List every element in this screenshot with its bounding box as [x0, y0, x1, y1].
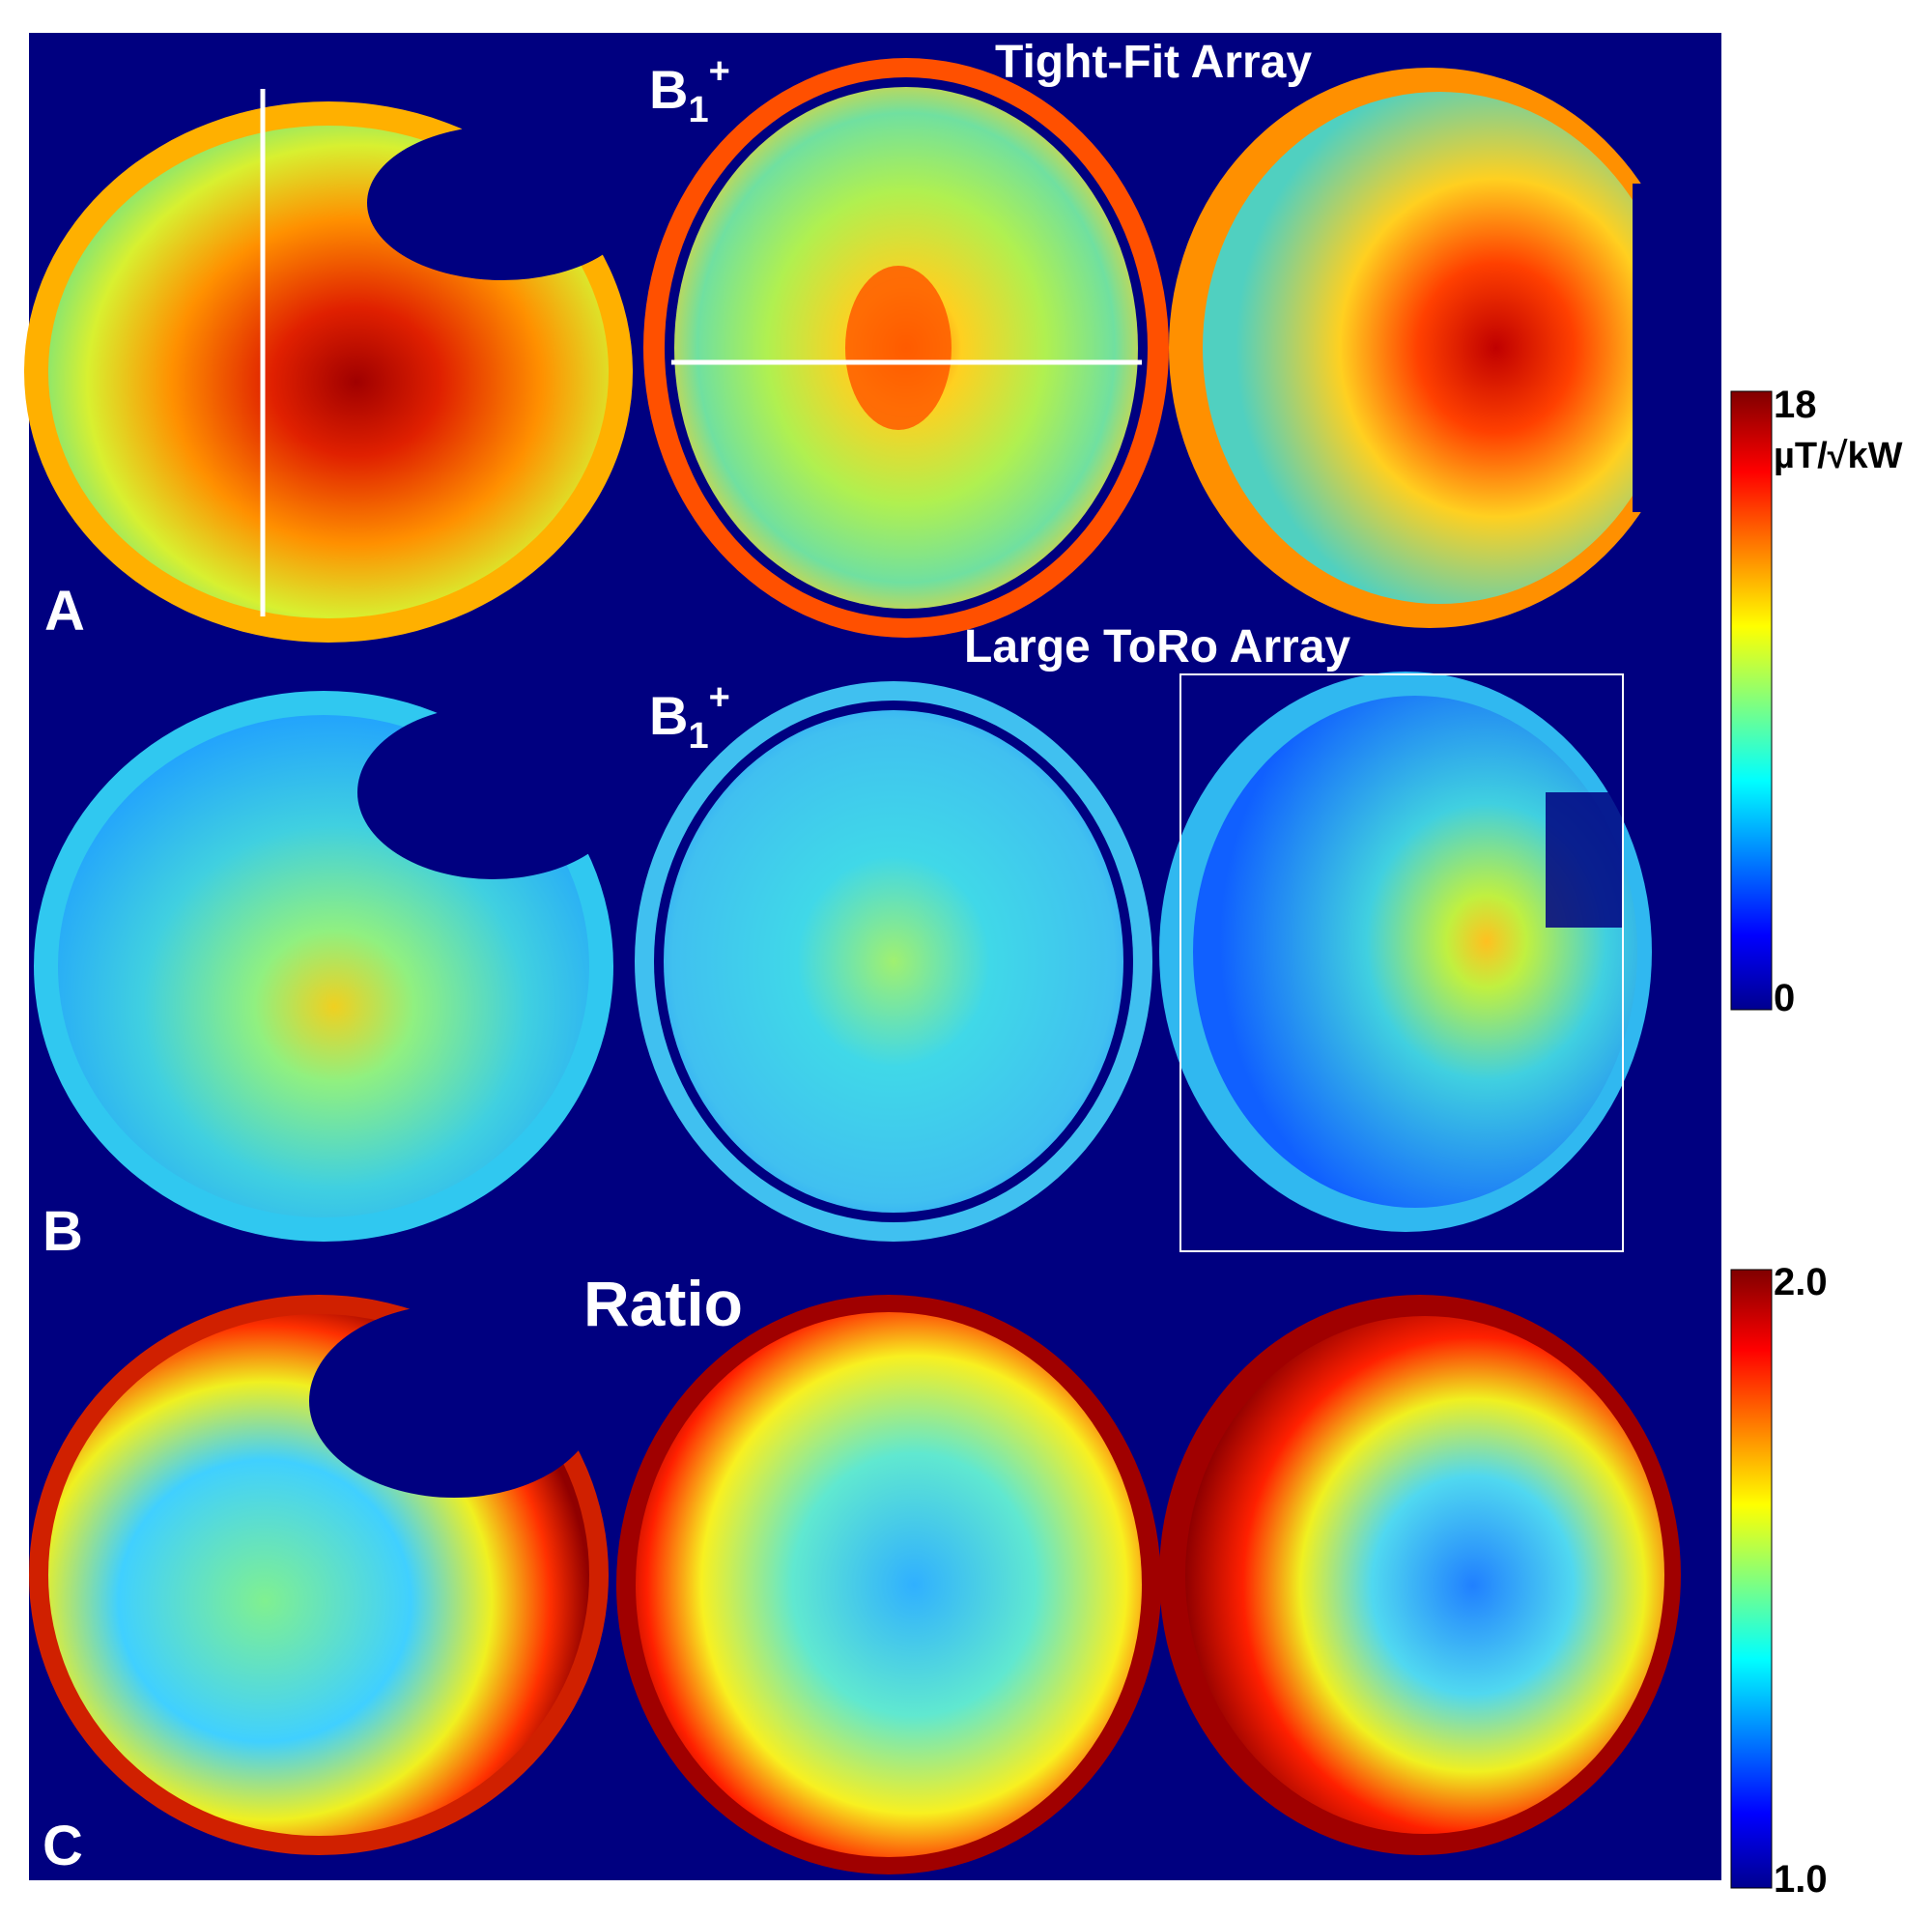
panel-label-c: C	[43, 1815, 83, 1877]
large-toro-title: Large ToRo Array	[964, 621, 1350, 672]
panel-label-b: B	[43, 1200, 83, 1263]
roi-box	[1179, 673, 1624, 1252]
ratio-colorbar-min-label: 1.0	[1774, 1858, 1828, 1901]
coronal-map-a	[1203, 92, 1676, 604]
coronal-ratio-map	[1185, 1316, 1664, 1834]
ratio-title: Ratio	[583, 1268, 743, 1339]
b1-label-row-a: B1+	[649, 51, 730, 130]
ratio-colorbar-gradient	[1730, 1269, 1773, 1889]
b1-label-row-b: B1+	[649, 677, 730, 757]
b1-colorbar-gradient	[1730, 390, 1773, 1011]
panel-label-a: A	[44, 580, 85, 643]
row-b-large-toro	[34, 672, 1652, 1252]
b1-colorbar-unit-label: µT/√kW	[1774, 436, 1903, 476]
sagittal-map-b-gap	[357, 705, 628, 879]
b1-colorbar-max-label: 18	[1774, 384, 1817, 426]
ratio-colorbar-max-label: 2.0	[1774, 1261, 1828, 1303]
ratio-colorbar: 2.0 1.0	[1730, 1261, 1828, 1901]
axial-map-b	[664, 710, 1123, 1213]
b1-colorbar: 18 µT/√kW 0	[1730, 384, 1903, 1019]
axial-ratio-map	[636, 1312, 1142, 1857]
sagittal-map-a-gap	[367, 126, 638, 280]
axial-map-a-center	[845, 266, 952, 430]
coronal-map-b	[1193, 696, 1637, 1208]
coronal-map-b-notch	[1546, 792, 1623, 928]
b1-colorbar-min-label: 0	[1774, 977, 1795, 1019]
sagittal-ratio-map-gap	[309, 1304, 599, 1498]
coronal-map-a-notch	[1633, 184, 1721, 512]
row-c-ratio	[29, 1295, 1681, 1874]
row-a-tight-fit	[24, 58, 1721, 643]
tight-fit-title: Tight-Fit Array	[995, 37, 1312, 88]
